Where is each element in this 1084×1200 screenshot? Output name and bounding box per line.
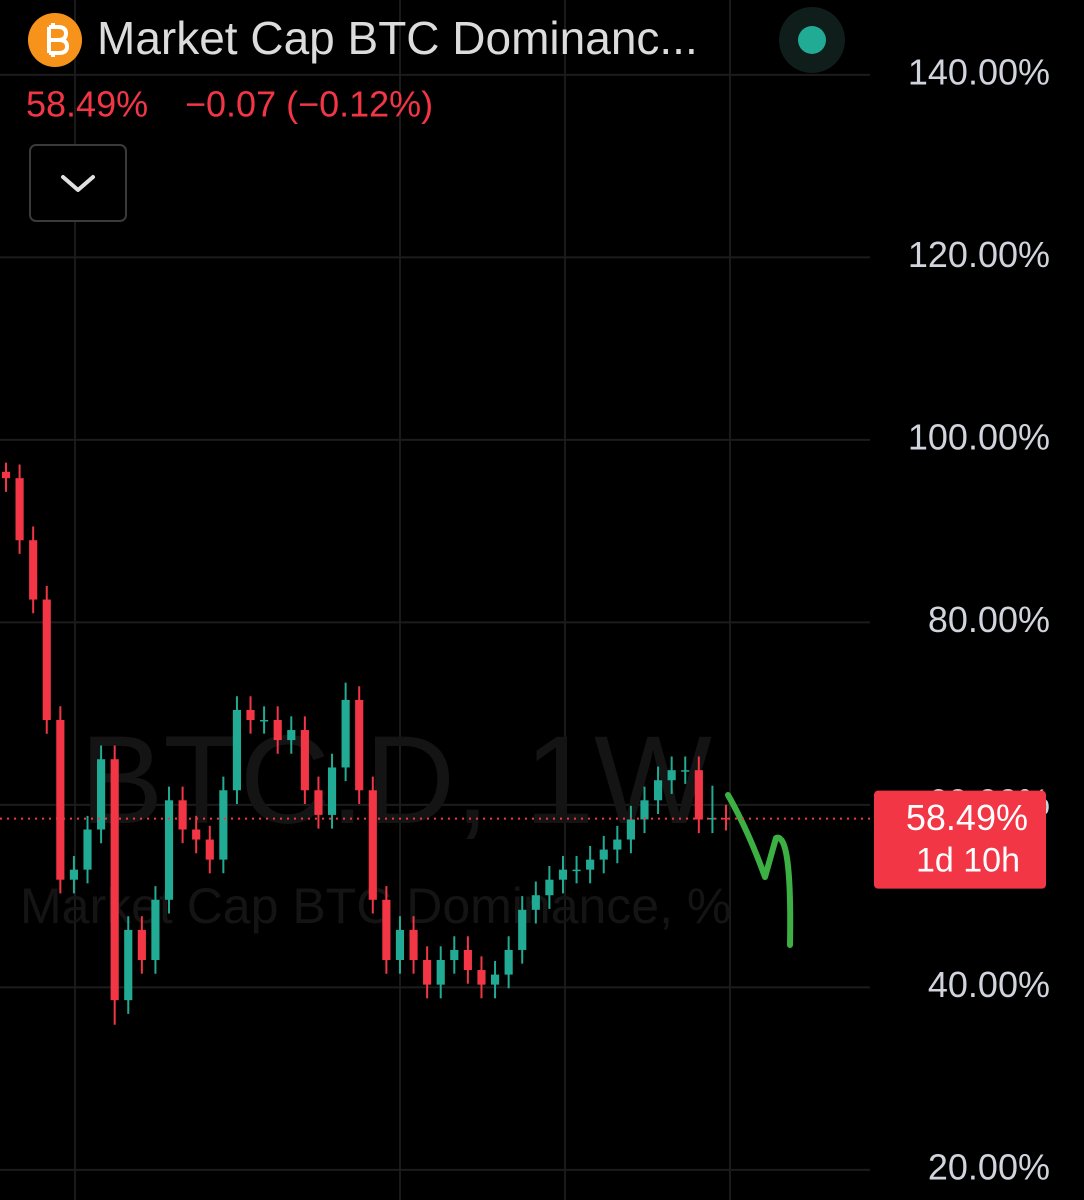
candle-body: [29, 540, 38, 600]
candle-body: [192, 829, 201, 840]
candle-body: [97, 759, 106, 830]
candle-body: [477, 970, 486, 985]
candle-body: [586, 859, 595, 870]
candle-body: [490, 974, 500, 985]
candle-body: [260, 720, 269, 722]
candle-body: [124, 929, 133, 1001]
last-price-box: [874, 790, 1046, 889]
change: −0.07 (−0.12%): [185, 84, 433, 125]
candles: [1, 462, 731, 1025]
candle-body: [1, 471, 11, 479]
y-tick-label: 40.00%: [928, 964, 1050, 1005]
y-tick-label: 20.00%: [928, 1146, 1050, 1187]
candle-body: [83, 829, 92, 870]
candle-body: [219, 790, 228, 860]
candle-body: [205, 839, 214, 860]
candle-body: [626, 819, 635, 840]
y-tick-label: 100.00%: [908, 416, 1050, 457]
candle-body: [69, 869, 78, 880]
last-price-label: 58.49%: [906, 797, 1028, 838]
candle-body: [708, 818, 717, 820]
candle-body: [654, 780, 663, 801]
candle-body: [504, 949, 513, 975]
candle-body: [531, 895, 540, 910]
candle-body: [178, 800, 187, 830]
candle-body: [518, 909, 527, 950]
candle-body: [368, 790, 377, 900]
header: Market Cap BTC Dominanc... 58.49% −0.07 …: [26, 7, 845, 222]
price-box: 58.49% 1d 10h: [0, 790, 1046, 889]
coin-icon-glyph: [47, 23, 70, 57]
candle-body: [545, 879, 554, 896]
chevron-icon: [61, 175, 95, 192]
candle-body: [667, 770, 676, 781]
hand-drawn-arrow: [725, 792, 794, 948]
candle-body: [137, 929, 146, 960]
candle-body: [151, 899, 160, 960]
candle-body: [42, 599, 51, 720]
y-axis: 20.00%40.00%60.00%80.00%100.00%120.00%14…: [908, 51, 1050, 1187]
status-dot: [798, 26, 826, 54]
candle-body: [314, 790, 323, 815]
candle-body: [341, 699, 350, 768]
price: 58.49%: [26, 84, 148, 125]
candle-body: [681, 770, 690, 772]
candle-body: [613, 839, 622, 850]
candle-body: [246, 709, 255, 720]
dropdown-button[interactable]: [29, 144, 127, 222]
candle-body: [15, 478, 24, 541]
candle-body: [110, 759, 119, 1001]
candle-body: [436, 960, 445, 985]
candle-body: [640, 800, 649, 820]
candle-body: [572, 869, 581, 872]
candle-body: [327, 767, 337, 815]
y-tick-label: 140.00%: [908, 51, 1050, 92]
grid: [0, 73, 870, 1171]
title: Market Cap BTC Dominanc...: [97, 12, 698, 64]
candle-body: [599, 849, 608, 860]
candle-body: [164, 800, 174, 900]
candle-body: [450, 949, 459, 960]
candle-body: [273, 720, 282, 741]
candle-body: [287, 730, 296, 741]
candle-body: [558, 869, 568, 880]
candle-body: [300, 730, 309, 791]
candle-body: [232, 709, 242, 791]
y-tick-label: 120.00%: [908, 234, 1050, 275]
vertical-grid: [74, 0, 731, 1200]
y-tick-label: 80.00%: [928, 599, 1050, 640]
candle-body: [721, 818, 731, 820]
candle-body: [395, 929, 405, 960]
candle-body: [423, 960, 432, 985]
candle-body: [409, 929, 418, 960]
candle-body: [355, 699, 364, 791]
countdown: 1d 10h: [916, 842, 1020, 880]
candle-body: [694, 770, 703, 820]
candle-body: [463, 949, 472, 971]
candle-body: [382, 899, 391, 960]
candle-body: [56, 720, 65, 880]
